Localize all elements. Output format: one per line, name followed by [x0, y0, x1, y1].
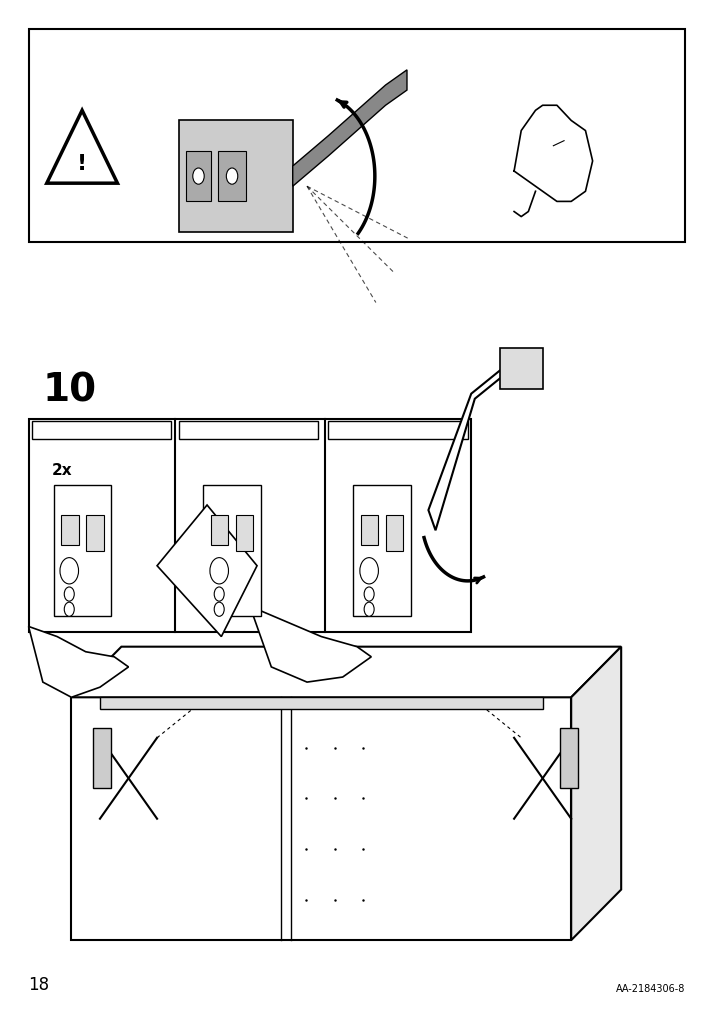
Polygon shape — [428, 354, 525, 531]
Bar — [560, 728, 578, 789]
Text: 18: 18 — [29, 975, 50, 993]
Circle shape — [60, 558, 79, 584]
Text: AA-2184306-8: AA-2184306-8 — [616, 983, 685, 993]
Circle shape — [364, 603, 374, 617]
Text: 10: 10 — [43, 371, 97, 409]
Bar — [186, 152, 211, 202]
FancyBboxPatch shape — [29, 30, 685, 243]
Bar — [361, 516, 378, 546]
FancyBboxPatch shape — [29, 420, 471, 632]
Bar — [218, 152, 246, 202]
Circle shape — [214, 603, 224, 617]
Circle shape — [210, 558, 228, 584]
Bar — [100, 698, 543, 710]
Polygon shape — [29, 627, 129, 698]
Circle shape — [193, 169, 204, 185]
Polygon shape — [157, 506, 257, 637]
Circle shape — [364, 587, 374, 602]
Bar — [71, 698, 571, 940]
FancyBboxPatch shape — [178, 121, 293, 233]
Bar — [328, 422, 468, 440]
Bar — [500, 349, 543, 389]
Bar — [386, 516, 403, 551]
Polygon shape — [250, 607, 371, 682]
Polygon shape — [571, 647, 621, 940]
Bar — [32, 422, 171, 440]
Bar — [236, 516, 253, 551]
Text: !: ! — [77, 154, 87, 174]
Circle shape — [226, 169, 238, 185]
Bar — [203, 485, 261, 617]
Polygon shape — [71, 647, 621, 698]
Circle shape — [214, 587, 224, 602]
Circle shape — [64, 603, 74, 617]
Bar — [178, 422, 318, 440]
Bar — [93, 728, 111, 789]
Circle shape — [64, 587, 74, 602]
Bar — [54, 485, 111, 617]
Bar — [61, 516, 79, 546]
Bar — [86, 516, 104, 551]
Text: 2x: 2x — [51, 463, 72, 477]
Circle shape — [360, 558, 378, 584]
Polygon shape — [293, 71, 407, 187]
Bar — [353, 485, 411, 617]
Bar — [211, 516, 228, 546]
